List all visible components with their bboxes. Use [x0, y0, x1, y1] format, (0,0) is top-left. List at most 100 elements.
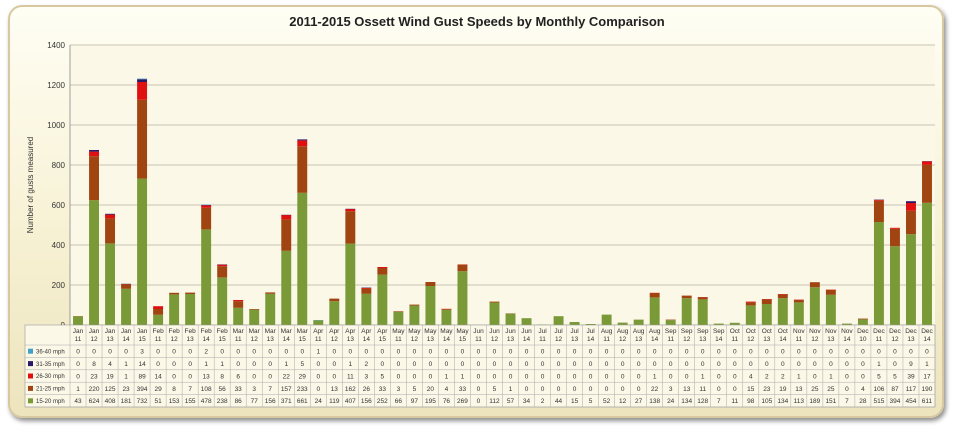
- table-cell-value: 2: [365, 361, 369, 368]
- table-cell-value: 0: [172, 361, 176, 368]
- legend-label: 36-40 mph: [36, 349, 65, 355]
- table-cell-value: 611: [922, 398, 933, 405]
- table-cell-value: 138: [649, 398, 660, 405]
- table-cell-value: 162: [345, 386, 356, 393]
- table-cell-value: 4: [108, 361, 112, 368]
- table-cell-value: 0: [813, 361, 817, 368]
- bar-segment: [649, 297, 660, 325]
- bar-segment: [169, 292, 180, 295]
- bar-segment: [153, 314, 164, 325]
- x-tick-label-year: 12: [331, 336, 339, 343]
- x-tick-label-year: 14: [443, 336, 451, 343]
- bar-segment: [889, 246, 900, 325]
- table-cell-value: 157: [281, 386, 292, 393]
- bar-segment: [825, 294, 836, 325]
- table-cell-value: 13: [203, 373, 211, 380]
- table-cell-value: 0: [781, 349, 785, 356]
- table-cell-value: 0: [733, 349, 737, 356]
- table-cell-value: 0: [316, 386, 320, 393]
- x-tick-label: Aug: [601, 328, 613, 335]
- bar-segment: [889, 227, 900, 229]
- x-tick-label: Aug: [633, 328, 645, 335]
- x-tick-label: Jun: [505, 328, 516, 335]
- table-cell-value: 7: [717, 398, 721, 405]
- bar-segment: [409, 304, 420, 306]
- table-cell-value: 12: [619, 398, 627, 405]
- table-cell-value: 0: [669, 349, 673, 356]
- table-cell-value: 0: [381, 361, 385, 368]
- table-cell-value: 0: [637, 373, 641, 380]
- x-tick-label-year: 11: [795, 336, 802, 343]
- x-tick-label-year: 13: [187, 336, 195, 343]
- x-tick-label: Oct: [746, 328, 756, 335]
- table-cell-value: 1: [925, 361, 929, 368]
- table-cell-value: 0: [108, 349, 112, 356]
- bar-segment: [553, 316, 564, 325]
- x-tick-label-year: 11: [539, 336, 546, 343]
- table-cell-value: 5: [381, 373, 385, 380]
- bar-segment: [377, 267, 388, 268]
- table-cell-value: 0: [909, 349, 913, 356]
- x-tick-label-year: 15: [379, 336, 387, 343]
- table-cell-value: 0: [268, 349, 272, 356]
- bar-segment: [105, 218, 116, 244]
- bar-segment: [793, 302, 804, 325]
- table-cell-value: 0: [765, 349, 769, 356]
- table-cell-value: 0: [477, 398, 481, 405]
- table-cell-value: 4: [861, 386, 865, 393]
- x-tick-label-year: 11: [603, 336, 610, 343]
- table-cell-value: 39: [907, 373, 915, 380]
- table-cell-value: 0: [557, 373, 561, 380]
- bar-segment: [137, 82, 148, 100]
- table-cell-value: 5: [877, 373, 881, 380]
- bar-segment: [361, 288, 372, 289]
- table-cell-value: 0: [845, 349, 849, 356]
- table-cell-value: 0: [573, 373, 577, 380]
- x-tick-label-year: 15: [459, 336, 467, 343]
- x-tick-label: Apr: [313, 328, 324, 335]
- legend-swatch: [28, 348, 33, 354]
- table-cell-value: 0: [573, 349, 577, 356]
- table-cell-value: 119: [329, 398, 340, 405]
- x-tick-label: Dec: [873, 328, 885, 335]
- x-tick-label: Apr: [329, 328, 340, 335]
- table-cell-value: 108: [201, 386, 212, 393]
- table-cell-value: 515: [874, 398, 885, 405]
- x-tick-label: Jun: [489, 328, 500, 335]
- table-cell-value: 56: [219, 386, 227, 393]
- x-tick-label: May: [392, 328, 405, 335]
- table-cell-value: 0: [461, 361, 465, 368]
- table-cell-value: 0: [397, 349, 401, 356]
- bar-segment: [425, 282, 436, 286]
- table-cell-value: 0: [365, 349, 369, 356]
- x-tick-label-year: 13: [347, 336, 355, 343]
- table-cell-value: 5: [589, 398, 593, 405]
- table-cell-value: 1: [797, 373, 801, 380]
- table-cell-value: 0: [268, 361, 272, 368]
- bar-segment: [105, 213, 116, 215]
- x-tick-label-year: 14: [523, 336, 531, 343]
- x-tick-label-year: 11: [315, 336, 322, 343]
- table-cell-value: 0: [172, 349, 176, 356]
- table-cell-value: 0: [605, 373, 609, 380]
- table-cell-value: 1: [461, 373, 465, 380]
- bar-segment: [153, 306, 164, 309]
- table-cell-value: 0: [220, 349, 224, 356]
- table-cell-value: 0: [813, 373, 817, 380]
- bar-segment: [233, 301, 244, 308]
- x-tick-label-year: 13: [106, 336, 114, 343]
- table-cell-value: 1: [829, 373, 833, 380]
- bar-segment: [281, 250, 292, 325]
- x-tick-label-year: 12: [491, 336, 499, 343]
- bar-segment: [745, 301, 756, 303]
- table-cell-value: 0: [284, 349, 288, 356]
- bar-segment: [281, 215, 292, 220]
- table-cell-value: 0: [332, 349, 336, 356]
- table-cell-value: 17: [923, 373, 931, 380]
- table-cell-value: 43: [74, 398, 82, 405]
- table-cell-value: 0: [589, 373, 593, 380]
- table-cell-value: 220: [89, 386, 100, 393]
- bar-segment: [393, 311, 404, 312]
- legend-swatch: [28, 361, 33, 367]
- table-cell-value: 0: [381, 349, 385, 356]
